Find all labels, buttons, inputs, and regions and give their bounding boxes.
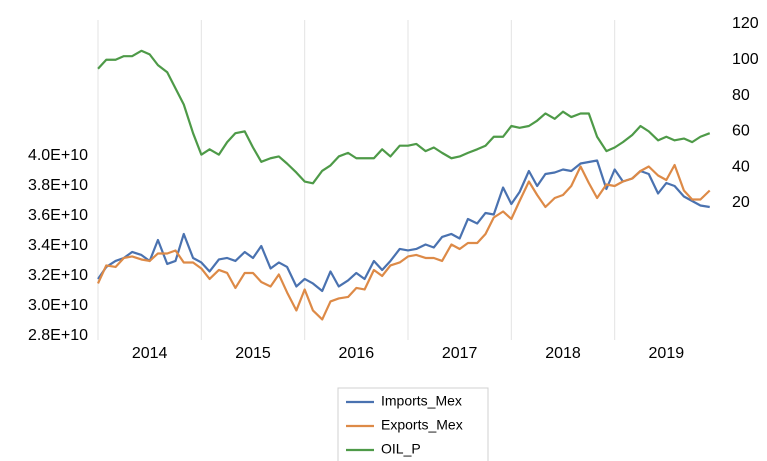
y-tick-label: 4.0E+10 <box>28 147 88 164</box>
y2-tick-label: 100 <box>732 51 759 68</box>
series-line <box>97 163 711 321</box>
y2-tick-label: 40 <box>732 158 750 175</box>
x-tick-label: 2019 <box>649 345 685 362</box>
y-tick-label: 3.0E+10 <box>28 297 88 314</box>
legend-label: OIL_P <box>381 441 421 457</box>
x-tick-label: 2018 <box>545 345 581 362</box>
y-tick-label: 2.8E+10 <box>28 327 88 344</box>
x-tick-label: 2017 <box>442 345 478 362</box>
y2-tick-label: 20 <box>732 194 750 211</box>
x-tick-label: 2015 <box>235 345 271 362</box>
x-tick-label: 2014 <box>132 345 168 362</box>
y-tick-label: 3.8E+10 <box>28 177 88 194</box>
y2-tick-label: 80 <box>732 87 750 104</box>
series-line <box>97 159 710 293</box>
y2-tick-label: 60 <box>732 123 750 140</box>
x-tick-label: 2016 <box>339 345 375 362</box>
legend-label: Imports_Mex <box>381 393 462 409</box>
legend-box <box>337 387 489 461</box>
series-line <box>97 49 711 185</box>
y-tick-label: 3.6E+10 <box>28 207 88 224</box>
y-tick-label: 3.2E+10 <box>28 267 88 284</box>
y-tick-label: 3.4E+10 <box>28 237 88 254</box>
y2-tick-label: 120 <box>732 15 759 32</box>
legend-label: Exports_Mex <box>381 417 463 433</box>
